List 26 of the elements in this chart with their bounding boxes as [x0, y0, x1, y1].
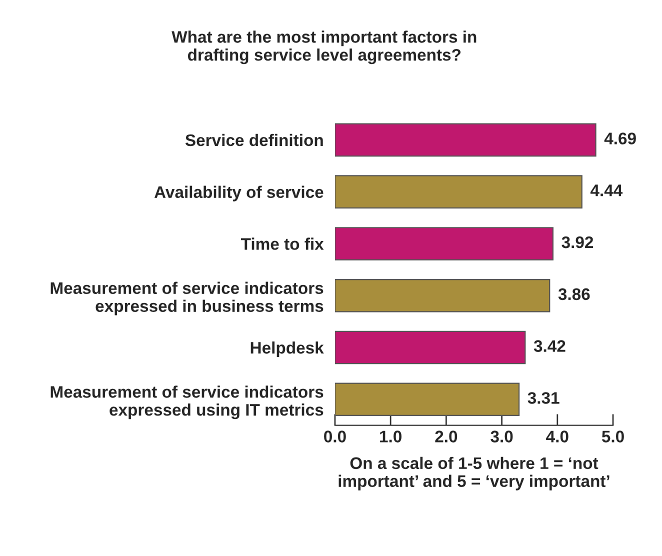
bar [334, 278, 550, 312]
chart-title: What are the most important factors in drafting service level agreements? [172, 30, 476, 64]
bar [334, 330, 526, 364]
x-tick-label: 5.0 [602, 430, 624, 442]
bar [334, 175, 582, 208]
x-tick-label: 1.0 [380, 430, 402, 442]
data-label: 4.69 [604, 132, 636, 144]
x-tick-label: 3.0 [490, 430, 513, 442]
x-tick-label: 2.0 [435, 430, 458, 442]
x-tick-label: 0.0 [324, 430, 346, 442]
x-axis-title: On a scale of 1-5 where 1 = ‘not important’ and 5 = ‘very important’ [338, 456, 610, 490]
bar [334, 382, 520, 416]
y-tick-label: Service definition [185, 134, 323, 146]
y-tick-label: Time to fix [241, 238, 324, 250]
y-tick-label: Measurement of service indicators expressed in business terms [50, 282, 324, 316]
data-label: 3.92 [562, 236, 594, 248]
x-tick-label: 4.0 [546, 430, 568, 442]
y-tick-label: Helpdesk [250, 341, 324, 357]
bar [334, 123, 596, 157]
data-label: 4.44 [590, 184, 623, 196]
data-label: 3.31 [528, 392, 560, 404]
y-tick-label: Availability of service [154, 186, 324, 202]
data-label: 3.42 [534, 340, 566, 352]
y-tick-label: Measurement of service indicators expressed using IT metrics [50, 386, 324, 420]
bar [334, 227, 554, 260]
data-label: 3.86 [558, 288, 590, 300]
